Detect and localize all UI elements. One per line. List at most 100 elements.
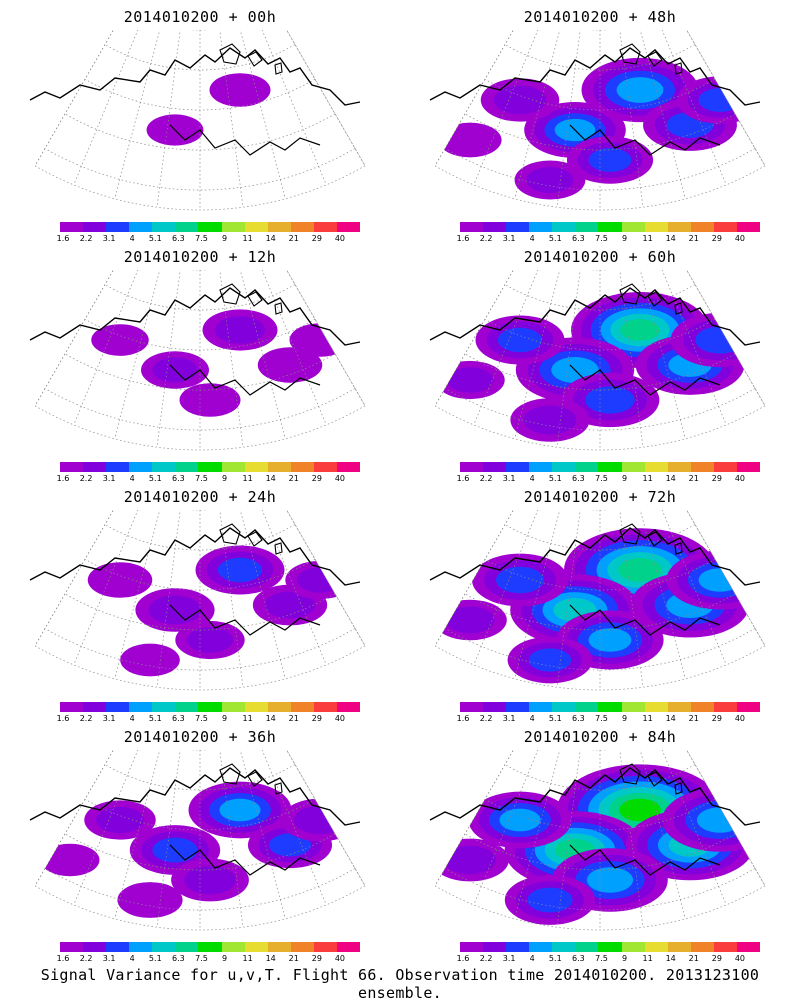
colorbar-tick-label: 1.6 [456,954,470,963]
colorbar-swatch [106,942,130,952]
colorbar-swatch [552,942,576,952]
colorbar-tick-label: 4 [529,714,535,723]
graticule-parallel [104,524,296,551]
graticule-parallel [444,868,756,911]
colorbar-swatch [736,702,761,712]
colorbar-tick-label: 11 [242,474,253,483]
coastline [169,844,321,876]
colorbar-swatch [736,462,761,472]
variance-contour [616,77,664,103]
colorbar-swatch [221,462,245,472]
panel-title: 2014010200 + 12h [123,248,277,266]
colorbar-swatch [313,222,337,232]
coastline [29,767,361,826]
colorbar: 1.6 2.2 3.1 4 5.1 6.3 7.5 9 11 14 21 29 40 [57,222,361,248]
coastline [569,604,721,636]
coastline [169,604,321,636]
colorbar-swatch [221,222,245,232]
colorbar-swatch [483,942,507,952]
colorbar-tick-label: 3.1 [102,234,116,243]
colorbar: 1.6 2.2 3.1 4 5.1 6.3 7.5 9 11 14 21 29 40 [456,462,761,488]
colorbar-tick-label: 21 [688,954,699,963]
colorbar-swatch [598,222,622,232]
map-panel: 2014010200 + 24h 1.6 2.2 3.1 4 5.1 6.3 7.5 9 11 14… [0,480,400,730]
colorbar-labels: 1.6 2.2 3.1 4 5.1 6.3 7.5 9 11 14 21 29 40 [57,712,360,724]
colorbar-swatch [529,462,553,472]
colorbar-swatch [267,702,291,712]
colorbar-swatch [552,222,576,232]
colorbar-tick-label: 14 [665,714,676,723]
coastline [569,364,721,396]
colorbar-swatches [460,942,761,952]
colorbar-swatch [152,462,176,472]
variance-contour [445,606,495,634]
colorbar-swatch [129,942,153,952]
colorbar-tick-label: 40 [734,234,746,243]
colorbar-tick-label: 1.6 [456,234,470,243]
graticule-meridian [34,30,114,166]
colorbar-swatch [621,222,645,232]
colorbar-swatch [198,702,222,712]
colorbar-tick-label: 11 [642,474,653,483]
variance-contour [528,648,572,672]
map-panel: 2014010200 + 48h 1.6 2.2 3.1 4 5.1 6.3 7.5 9 11 14… [400,0,800,250]
colorbar-swatch [713,222,737,232]
colorbar-tick-label: 4 [129,954,135,963]
variance-contour [446,367,494,393]
colorbar-labels: 1.6 2.2 3.1 4 5.1 6.3 7.5 9 11 14 21 29 40 [456,232,760,244]
colorbar-swatch [529,942,553,952]
colorbar-tick-label: 6.3 [172,474,185,483]
colorbar-swatch [221,702,245,712]
colorbar-swatch [598,702,622,712]
colorbar-tick-label: 11 [242,954,253,963]
colorbar-tick-label: 9 [621,234,628,243]
forecast-map [29,30,366,211]
island-outline [219,523,283,555]
variance-contour [294,805,346,835]
colorbar-swatch [152,702,176,712]
colorbar-tick-label: 40 [734,714,746,723]
graticule-parallel [64,113,336,151]
colorbar-swatch [198,942,222,952]
colorbar-swatch [129,222,153,232]
colorbar-swatch [506,702,530,712]
colorbar-swatch [529,222,553,232]
figure-caption: Signal Variance for u,v,T. Flight 66. Ob… [40,966,760,1002]
variance-contour [696,807,744,833]
colorbar-tick-label: 2.2 [79,714,93,723]
variance-contour [117,882,183,918]
colorbar-swatch [313,942,337,952]
coastline [29,47,361,106]
colorbar-swatch [267,222,291,232]
colorbar-tick-label: 14 [265,954,276,963]
graticule-parallel [484,558,716,591]
variance-contour [87,562,153,598]
colorbar-tick-label: 7.5 [195,234,208,243]
map-panel: 2014010200 + 36h 1.6 2.2 3.1 4 5.1 6.3 7.5 9 11 14… [0,720,400,970]
graticule-parallel [464,113,736,151]
variance-contour [219,798,261,822]
colorbar-tick-label: 11 [642,954,653,963]
colorbar-swatch [175,702,199,712]
colorbar-swatch [575,222,599,232]
graticule-parallel [504,764,696,791]
colorbar-tick-label: 21 [688,234,699,243]
graticule-parallel [444,148,756,191]
colorbar: 1.6 2.2 3.1 4 5.1 6.3 7.5 9 11 14 21 29 40 [456,942,761,968]
colorbar-tick-label: 14 [665,954,676,963]
graticule-meridian [114,30,161,199]
colorbar-swatch [290,222,314,232]
colorbar-tick-label: 5.1 [548,714,562,723]
colorbar-tick-label: 9 [221,714,228,723]
colorbar-swatch [244,702,268,712]
colorbar-swatch [175,942,199,952]
colorbar-tick-label: 2.2 [79,474,93,483]
colorbar-tick-label: 1.6 [456,474,470,483]
colorbar-tick-label: 21 [688,474,699,483]
colorbar-tick-label: 1.6 [56,474,70,483]
graticule-parallel [444,388,756,431]
variance-contour [523,405,577,435]
colorbar-swatch [644,222,668,232]
colorbar-swatch [667,702,691,712]
forecast-map [29,510,366,691]
